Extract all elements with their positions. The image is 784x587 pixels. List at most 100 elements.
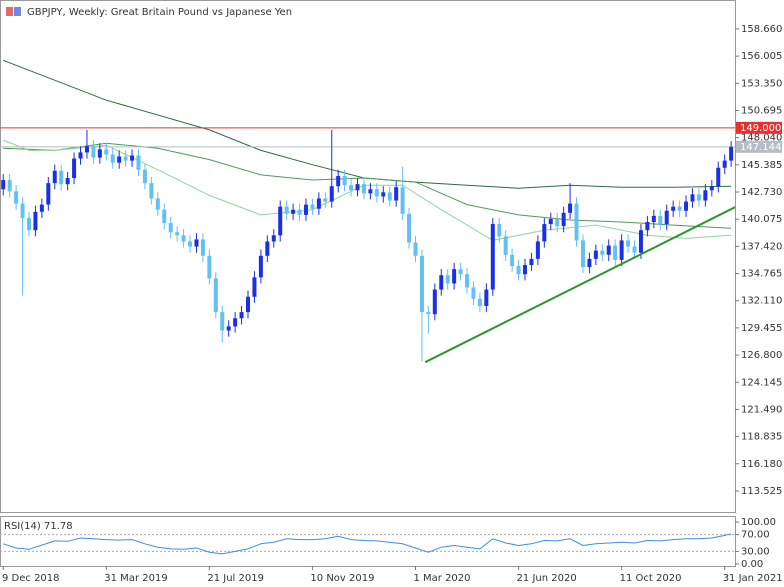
candle-body [316,198,321,209]
candle-body [7,180,12,192]
rsi-pane [0,516,736,567]
candle-body [252,277,257,297]
candle-body [477,298,482,306]
x-tick-label: 1 Mar 2020 [413,573,470,584]
y-tick-label: 137.420 [741,241,782,252]
candle-body [381,192,386,197]
candle-body [33,211,38,231]
candle-body [78,152,83,159]
candle-body [638,230,643,253]
candle-body [297,209,302,215]
candle-body [149,183,154,199]
candle-body [271,235,276,242]
candle-body [587,258,592,268]
candle-body [226,326,231,331]
candle-body [523,265,527,275]
candle-body [220,312,225,331]
x-tick-label: 11 Oct 2020 [620,573,682,584]
candle-body [39,204,44,212]
y-tick-label: 142.730 [741,187,782,198]
candle-body [684,201,689,211]
candle-body [716,167,721,187]
candle-body [258,255,263,278]
candle-body [722,160,727,168]
price-label-box [736,140,782,153]
candle-body [626,240,631,247]
icon [6,7,13,16]
candle-body [59,170,64,185]
candle-body [194,239,199,247]
main-pane [0,0,736,513]
candle-body [497,224,502,237]
candle-body [323,198,328,202]
candle-body [407,213,412,243]
y-tick-label: 134.765 [741,269,782,280]
price-label: 147.144 [740,142,781,153]
y-tick-label: 150.695 [741,105,782,116]
candle-body [303,204,308,215]
y-tick-label: 126.800 [741,350,782,361]
price-label: 149.000 [740,123,781,134]
candle-body [387,192,392,201]
candle-body [72,158,77,179]
candle-body [400,187,405,214]
candle-body [278,206,283,236]
y-tick-label: 118.835 [741,432,782,443]
candle-body [329,186,334,202]
candle-body [574,203,579,241]
icon [14,7,21,16]
candle-body [200,239,205,256]
candle-body [1,180,6,190]
x-tick-label: 21 Jul 2019 [207,573,264,584]
candle-body [651,215,656,223]
chart-title: GBPJPY, Weekly: Great Britain Pound vs J… [27,7,292,18]
candle-body [46,183,51,205]
candle-body [445,275,450,284]
candle-body [265,241,270,256]
y-tick-label: 100.00 [741,517,776,528]
candle-body [291,209,296,214]
x-tick-label: 9 Dec 2018 [2,573,60,584]
candle-body [52,170,57,184]
candle-body [368,189,373,194]
y-tick-label: 124.145 [741,377,782,388]
candle-body [175,232,180,236]
y-tick-label: 140.075 [741,214,782,225]
candle-body [426,312,431,315]
candle-body [26,217,31,231]
y-tick-label: 116.180 [741,459,782,470]
x-tick-label: 31 Jan 2021 [723,573,783,584]
rsi-title: RSI(14) 71.78 [4,521,73,532]
candle-body [155,198,160,210]
candle-body [355,184,360,191]
y-tick-label: 148.040 [741,133,782,144]
candle-body [349,185,354,191]
candle-body [162,209,167,224]
y-tick-label: 70.00 [741,530,770,541]
candle-body [361,184,366,194]
y-tick-label: 156.005 [741,51,782,62]
candle-body [188,241,193,247]
candle-body [593,250,598,259]
candle-body [14,191,19,204]
candle-body [542,224,547,242]
candle-body [130,155,135,161]
candle-body [619,240,624,260]
candle-body [246,296,251,313]
candle-body [374,189,379,197]
candle-body [568,203,573,213]
candle-body [239,312,244,319]
y-tick-label: 145.385 [741,160,782,171]
candle-body [465,274,470,288]
candle-body [342,175,347,186]
candle-body [484,289,489,306]
x-tick-label: 10 Nov 2019 [310,573,374,584]
candle-body [65,178,70,185]
candle-body [645,222,650,231]
candle-body [91,146,96,158]
price-label-box [736,121,782,134]
candle-body [503,236,508,255]
candle-body [452,269,457,284]
candle-body [213,278,218,313]
rsi-line [3,533,732,555]
